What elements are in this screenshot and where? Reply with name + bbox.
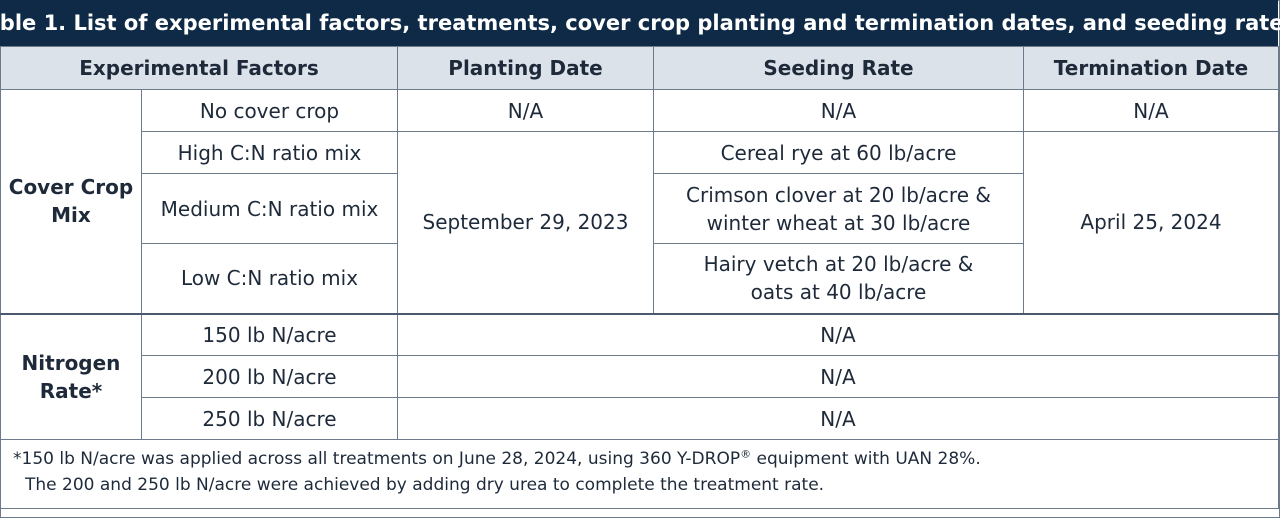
group-label-line: Nitrogen bbox=[21, 350, 121, 375]
header-experimental-factors: Experimental Factors bbox=[0, 46, 398, 90]
treatment-cell: Low C:N ratio mix bbox=[141, 243, 398, 314]
planting-cell: N/A bbox=[397, 89, 654, 132]
seeding-line: winter wheat at 30 lb/acre bbox=[706, 210, 971, 235]
value-cell: N/A bbox=[397, 312, 1279, 356]
header-row: Experimental Factors Planting Date Seedi… bbox=[0, 46, 1279, 90]
table-row: 250 lb N/acre N/A bbox=[1, 397, 1279, 440]
table-row: Medium C:N ratio mix Crimson clover at 2… bbox=[1, 173, 1279, 244]
seeding-line: Crimson clover at 20 lb/acre & bbox=[686, 182, 991, 207]
value-cell: N/A bbox=[397, 397, 1279, 440]
footnote-row: *150 lb N/acre was applied across all tr… bbox=[0, 439, 1279, 509]
treatment-cell: 150 lb N/acre bbox=[141, 312, 398, 356]
seeding-cell: Cereal rye at 60 lb/acre bbox=[653, 131, 1024, 174]
termination-cell: N/A bbox=[1023, 89, 1279, 132]
footnote-text: equipment with UAN 28%. bbox=[751, 449, 981, 469]
table-row: Low C:N ratio mix Hairy vetch at 20 lb/a… bbox=[1, 243, 1279, 314]
experimental-factors-table: Experimental Factors Planting Date Seedi… bbox=[0, 46, 1279, 509]
footnote-text: *150 lb N/acre was applied across all tr… bbox=[13, 449, 741, 469]
shared-termination-date: April 25, 2024 bbox=[1023, 131, 1279, 314]
seeding-cell: N/A bbox=[653, 89, 1024, 132]
footnote: *150 lb N/acre was applied across all tr… bbox=[0, 439, 1279, 509]
treatment-cell: 200 lb N/acre bbox=[141, 355, 398, 398]
treatment-cell: Medium C:N ratio mix bbox=[141, 173, 398, 244]
registered-mark: ® bbox=[740, 447, 752, 461]
seeding-cell: Crimson clover at 20 lb/acre & winter wh… bbox=[653, 173, 1024, 244]
value-cell: N/A bbox=[397, 355, 1279, 398]
group-label-line: Rate* bbox=[39, 378, 103, 403]
group-label-line: Cover Crop bbox=[8, 175, 134, 200]
table-row: Cover Crop Mix No cover crop N/A N/A N/A bbox=[0, 89, 1279, 314]
table-row: Nitrogen Rate* 150 lb N/acre N/A bbox=[0, 312, 1279, 440]
seeding-line: oats at 40 lb/acre bbox=[750, 280, 927, 305]
footnote-line: The 200 and 250 lb N/acre were achieved … bbox=[25, 475, 825, 495]
treatment-cell: High C:N ratio mix bbox=[141, 131, 398, 174]
seeding-cell: Hairy vetch at 20 lb/acre & oats at 40 l… bbox=[653, 243, 1024, 314]
seeding-line: Hairy vetch at 20 lb/acre & bbox=[703, 252, 974, 277]
table-row: High C:N ratio mix September 29, 2023 Ce… bbox=[1, 131, 1279, 314]
footnote-line: *150 lb N/acre was applied across all tr… bbox=[13, 446, 1268, 472]
treatment-cell: No cover crop bbox=[141, 89, 398, 132]
group-cover-crop-mix: Cover Crop Mix bbox=[0, 89, 142, 314]
group-label-line: Mix bbox=[51, 203, 91, 228]
group-nitrogen-rate: Nitrogen Rate* bbox=[0, 312, 142, 440]
header-planting-date: Planting Date bbox=[397, 46, 654, 90]
shared-planting-date: September 29, 2023 bbox=[397, 131, 654, 314]
treatment-cell: 250 lb N/acre bbox=[141, 397, 398, 440]
header-seeding-rate: Seeding Rate bbox=[653, 46, 1024, 90]
table-title: Table 1. List of experimental factors, t… bbox=[0, 0, 1280, 46]
header-termination-date: Termination Date bbox=[1023, 46, 1279, 90]
table-row: 200 lb N/acre N/A bbox=[1, 355, 1279, 398]
